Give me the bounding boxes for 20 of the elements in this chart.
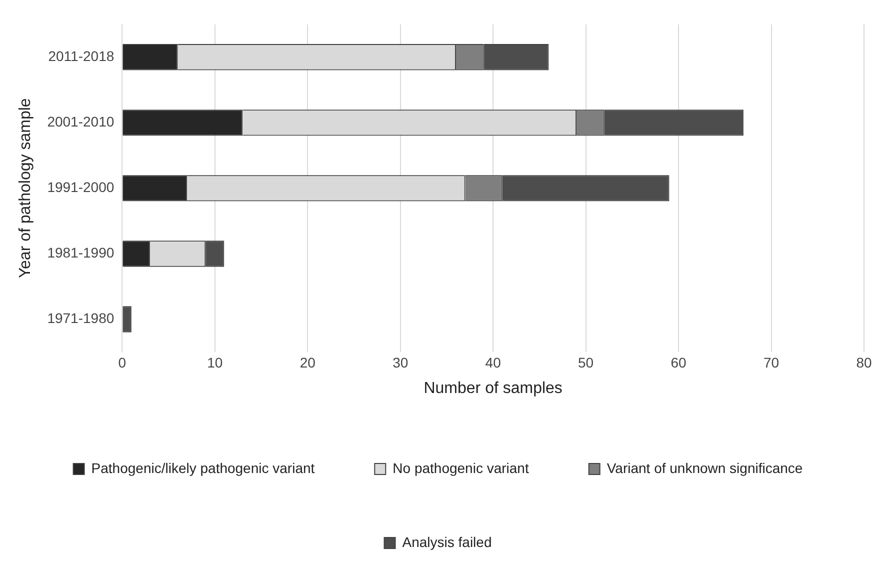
x-tick-label: 80 [856, 354, 872, 370]
x-tick-label: 20 [300, 354, 316, 370]
x-tick-label: 70 [763, 354, 780, 370]
legend-label: Variant of unknown significance [606, 460, 803, 476]
legend-label: Pathogenic/likely pathogenic variant [91, 460, 315, 476]
y-tick-label: 1981-1990 [47, 244, 114, 261]
x-tick-label: 60 [670, 354, 687, 370]
y-tick-label: 2011-2018 [48, 48, 114, 64]
legend-label: No pathogenic variant [392, 460, 529, 476]
x-axis-title: Number of samples [424, 380, 562, 397]
y-tick-label: 2001-2010 [47, 114, 114, 130]
y-tick-label: 1991-2000 [47, 179, 114, 196]
legend-label: Analysis failed [402, 534, 492, 550]
x-tick-label: 0 [118, 354, 126, 370]
x-tick-label: 40 [485, 354, 502, 370]
y-tick-label: 1971-1980 [47, 310, 114, 326]
y-axis-title: Year of pathology sample [17, 98, 34, 278]
x-tick-label: 10 [207, 354, 223, 370]
x-tick-label: 50 [578, 354, 594, 370]
x-tick-label: 30 [392, 354, 408, 370]
